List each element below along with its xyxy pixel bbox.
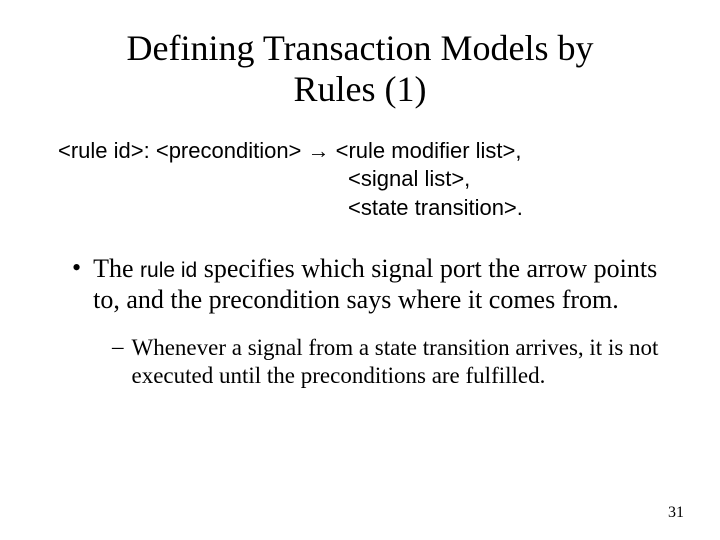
slide-title: Defining Transaction Models by Rules (1) (50, 28, 670, 111)
bullet-part-1: The (93, 254, 140, 283)
title-line-2: Rules (1) (294, 69, 427, 109)
grammar-rhs-1: <rule modifier list>, (336, 137, 522, 166)
grammar-lhs: <rule id>: <precondition> → (58, 137, 336, 166)
bullet-marker: • (72, 253, 81, 316)
sub-bullet-text: Whenever a signal from a state transitio… (132, 334, 671, 390)
grammar-rhs-2: <signal list>, (348, 165, 670, 194)
grammar-row-1: <rule id>: <precondition> → <rule modifi… (58, 137, 670, 166)
grammar-block: <rule id>: <precondition> → <rule modifi… (58, 137, 670, 223)
bullet-rule-id: rule id (140, 259, 197, 282)
sub-bullet-marker: – (112, 334, 124, 390)
page-number: 31 (668, 504, 684, 522)
sub-bullet-item: – Whenever a signal from a state transit… (112, 334, 670, 390)
bullet-item: • The rule id specifies which signal por… (72, 253, 670, 316)
title-line-1: Defining Transaction Models by (127, 28, 594, 68)
grammar-rhs-3: <state transition>. (348, 194, 670, 223)
bullet-text: The rule id specifies which signal port … (93, 253, 670, 316)
